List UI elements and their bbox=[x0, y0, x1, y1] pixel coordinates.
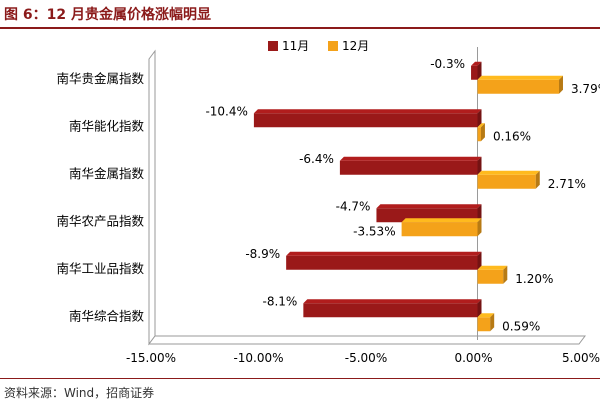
bar-11m bbox=[339, 156, 482, 175]
bar-12m bbox=[477, 170, 540, 189]
bar-12m bbox=[477, 123, 485, 142]
x-tick-label: -10.00% bbox=[233, 351, 283, 365]
data-label: -3.53% bbox=[353, 224, 395, 238]
chart-title: 图 6：12 月贵金属价格涨幅明显 bbox=[4, 7, 211, 23]
bar-12m bbox=[477, 265, 508, 284]
data-label: -8.1% bbox=[263, 294, 298, 308]
x-axis-ticks: -15.00% -10.00% -5.00% 0.00% 5.00% bbox=[126, 351, 600, 365]
bar-12m bbox=[477, 75, 563, 94]
bar-12m bbox=[401, 218, 482, 237]
side-wall bbox=[148, 49, 156, 346]
category-label: 南华贵金属指数 bbox=[56, 71, 144, 86]
legend-label: 12月 bbox=[342, 39, 369, 53]
title-rule bbox=[0, 27, 600, 29]
data-label: -4.7% bbox=[336, 199, 371, 213]
data-label: 2.71% bbox=[548, 177, 586, 191]
category-label: 南华农产品指数 bbox=[56, 213, 144, 228]
x-tick-label: -5.00% bbox=[345, 351, 387, 365]
category-label: 南华金属指数 bbox=[69, 166, 145, 181]
data-label: 3.79% bbox=[571, 82, 600, 96]
x-tick-label: 0.00% bbox=[454, 351, 492, 365]
category-label: 南华综合指数 bbox=[69, 308, 145, 323]
chart-frame bbox=[148, 47, 586, 346]
x-tick-label: -15.00% bbox=[126, 351, 176, 365]
chart-bars: -0.3% 3.79% -10.4% 0.16% -6.4% 2.71% -4.7% -3.5… bbox=[205, 57, 600, 334]
bar-11m bbox=[471, 61, 482, 80]
source-note: 资料来源：Wind，招商证券 bbox=[4, 386, 155, 400]
x-tick-label: 5.00% bbox=[562, 351, 600, 365]
data-label: 1.20% bbox=[515, 272, 553, 286]
bar-11m bbox=[253, 109, 482, 128]
data-label: 0.59% bbox=[502, 319, 540, 333]
legend-swatch bbox=[268, 41, 278, 51]
bar-11m bbox=[286, 251, 482, 270]
bar-11m bbox=[303, 299, 482, 318]
floor bbox=[148, 335, 586, 345]
chart-legend: 11月 12月 bbox=[268, 39, 369, 53]
data-label: -8.9% bbox=[245, 247, 280, 261]
data-label: -0.3% bbox=[430, 57, 465, 71]
data-label: -6.4% bbox=[299, 152, 334, 166]
legend-swatch bbox=[328, 41, 338, 51]
data-label: -10.4% bbox=[205, 104, 247, 118]
bar-chart: -0.3% 3.79% -10.4% 0.16% -6.4% 2.71% -4.7% -3.5… bbox=[56, 39, 600, 365]
data-label: 0.16% bbox=[493, 129, 531, 143]
category-label: 南华能化指数 bbox=[69, 118, 145, 133]
bar-12m bbox=[477, 313, 495, 332]
category-label: 南华工业品指数 bbox=[56, 261, 144, 276]
legend-label: 11月 bbox=[282, 39, 309, 53]
footer-rule bbox=[0, 378, 600, 379]
